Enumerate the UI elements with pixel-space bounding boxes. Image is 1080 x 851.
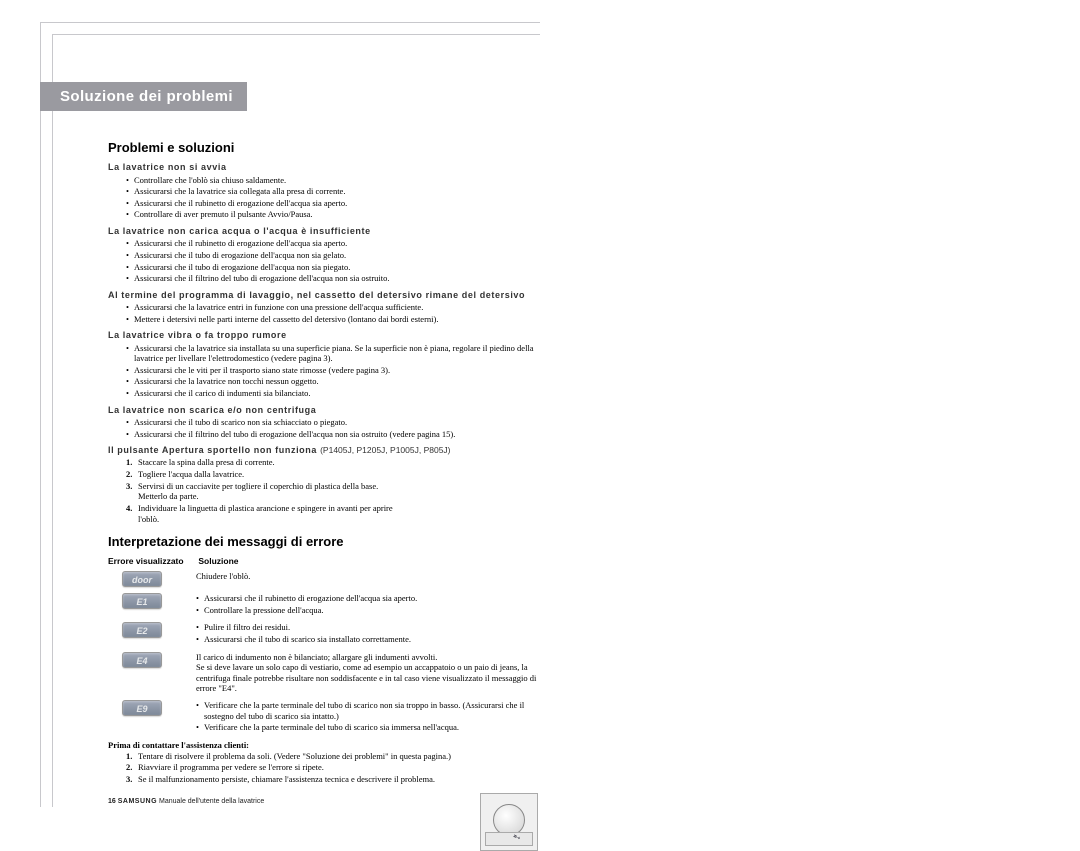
door-release-diagram: ➴ [480, 793, 538, 851]
door-step: 2.Togliere l'acqua dalla lavatrice. [126, 469, 398, 480]
problem-item: Controllare di aver premuto il pulsante … [126, 209, 538, 220]
door-step: 4.Individuare la linguetta di plastica a… [126, 503, 398, 524]
prima-title: Prima di contattare l'assistenza clienti… [108, 740, 538, 751]
problem-group-list: Assicurarsi che il tubo di scarico non s… [108, 417, 538, 439]
problem-item: Assicurarsi che il filtrino del tubo di … [126, 273, 538, 284]
error-row: E1 Assicurarsi che il rubinetto di erogaz… [108, 593, 538, 616]
page-title-banner: Soluzione dei problemi [40, 82, 247, 111]
problem-group-title: La lavatrice non si avvia [108, 162, 538, 173]
problem-item: Assicurarsi che la lavatrice entri in fu… [126, 302, 538, 313]
error-row: E2 Pulire il filtro dei residui.Assicurar… [108, 622, 538, 645]
error-solution: Assicurarsi che il rubinetto di erogazio… [196, 593, 538, 616]
door-group-title: Il pulsante Apertura sportello non funzi… [108, 445, 538, 456]
err-col1-header: Errore visualizzato [108, 556, 196, 567]
error-solution-item: Assicurarsi che il tubo di scarico sia i… [196, 634, 538, 645]
error-row: door Chiudere l'oblò. [108, 571, 538, 587]
problem-group-title: La lavatrice non scarica e/o non centrif… [108, 405, 538, 416]
problem-group-list: Assicurarsi che la lavatrice entri in fu… [108, 302, 538, 324]
problem-item: Mettere i detersivi nelle parti interne … [126, 314, 538, 325]
problem-item: Assicurarsi che la lavatrice non tocchi … [126, 376, 538, 387]
footer-text: Manuale dell'utente della lavatrice [159, 798, 264, 805]
error-solution-item: Pulire il filtro dei residui. [196, 622, 538, 633]
prima-step: 1.Tentare di risolvere il problema da so… [126, 751, 538, 762]
err-col2-header: Soluzione [198, 556, 238, 566]
page-content: Problemi e soluzioni La lavatrice non si… [108, 140, 538, 807]
section1-heading: Problemi e soluzioni [108, 140, 538, 156]
problem-item: Assicurarsi che il tubo di scarico non s… [126, 417, 538, 428]
error-solution: Il carico di indumento non è bilanciato;… [196, 652, 538, 695]
problem-item: Assicurarsi che il filtrino del tubo di … [126, 429, 538, 440]
problem-group-title: La lavatrice non carica acqua o l'acqua … [108, 226, 538, 237]
footer-brand: SAMSUNG [118, 798, 157, 805]
error-solution-item: Verificare che la parte terminale del tu… [196, 700, 538, 721]
error-solution: Verificare che la parte terminale del tu… [196, 700, 538, 734]
problem-item: Controllare che l'oblò sia chiuso saldam… [126, 175, 538, 186]
error-code-badge: E9 [122, 700, 162, 716]
error-row: E9 Verificare che la parte terminale del … [108, 700, 538, 734]
prima-step: 3.Se il malfunzionamento persiste, chiam… [126, 774, 538, 785]
error-solution-item: Assicurarsi che il rubinetto di erogazio… [196, 593, 538, 604]
error-solution-item: Se si deve lavare un solo capo di vestia… [196, 662, 538, 694]
error-solution-item: Chiudere l'oblò. [196, 571, 538, 582]
problem-item: Assicurarsi che il rubinetto di erogazio… [126, 238, 538, 249]
problem-item: Assicurarsi che il carico di indumenti s… [126, 388, 538, 399]
problem-group-list: Assicurarsi che il rubinetto di erogazio… [108, 238, 538, 284]
problem-item: Assicurarsi che la lavatrice sia install… [126, 343, 538, 364]
prima-step: 2.Riavviare il programma per vedere se l… [126, 762, 538, 773]
error-solution-item: Verificare che la parte terminale del tu… [196, 722, 538, 733]
page-inner-line-h [52, 34, 540, 35]
problem-item: Assicurarsi che le viti per il trasporto… [126, 365, 538, 376]
problem-item: Assicurarsi che la lavatrice sia collega… [126, 186, 538, 197]
problem-item: Assicurarsi che il rubinetto di erogazio… [126, 198, 538, 209]
problem-group-title: La lavatrice vibra o fa troppo rumore [108, 330, 538, 341]
page-number: 16 [108, 798, 116, 805]
error-solution: Pulire il filtro dei residui.Assicurarsi… [196, 622, 538, 645]
error-code-badge: E2 [122, 622, 162, 638]
error-code-badge: E4 [122, 652, 162, 668]
error-solution-item: Il carico di indumento non è bilanciato;… [196, 652, 538, 663]
error-row: E4 Il carico di indumento non è bilanciat… [108, 652, 538, 695]
problem-item: Assicurarsi che il tubo di erogazione de… [126, 250, 538, 261]
section2-heading: Interpretazione dei messaggi di errore [108, 534, 538, 550]
door-group-note: (P1405J, P1205J, P1005J, P805J) [320, 445, 450, 455]
problem-group-title: Al termine del programma di lavaggio, ne… [108, 290, 538, 301]
page-footer: 16 SAMSUNG Manuale dell'utente della lav… [108, 798, 538, 807]
problem-item: Assicurarsi che il tubo di erogazione de… [126, 262, 538, 273]
error-code-badge: door [122, 571, 162, 587]
error-solution: Chiudere l'oblò. [196, 571, 538, 582]
door-step: 1.Staccare la spina dalla presa di corre… [126, 457, 398, 468]
error-solution-item: Controllare la pressione dell'acqua. [196, 605, 538, 616]
page-inner-line-v [52, 34, 53, 807]
problem-group-list: Assicurarsi che la lavatrice sia install… [108, 343, 538, 399]
error-code-badge: E1 [122, 593, 162, 609]
door-step: 3.Servirsi di un cacciavite per togliere… [126, 481, 398, 502]
problem-group-list: Controllare che l'oblò sia chiuso saldam… [108, 175, 538, 221]
